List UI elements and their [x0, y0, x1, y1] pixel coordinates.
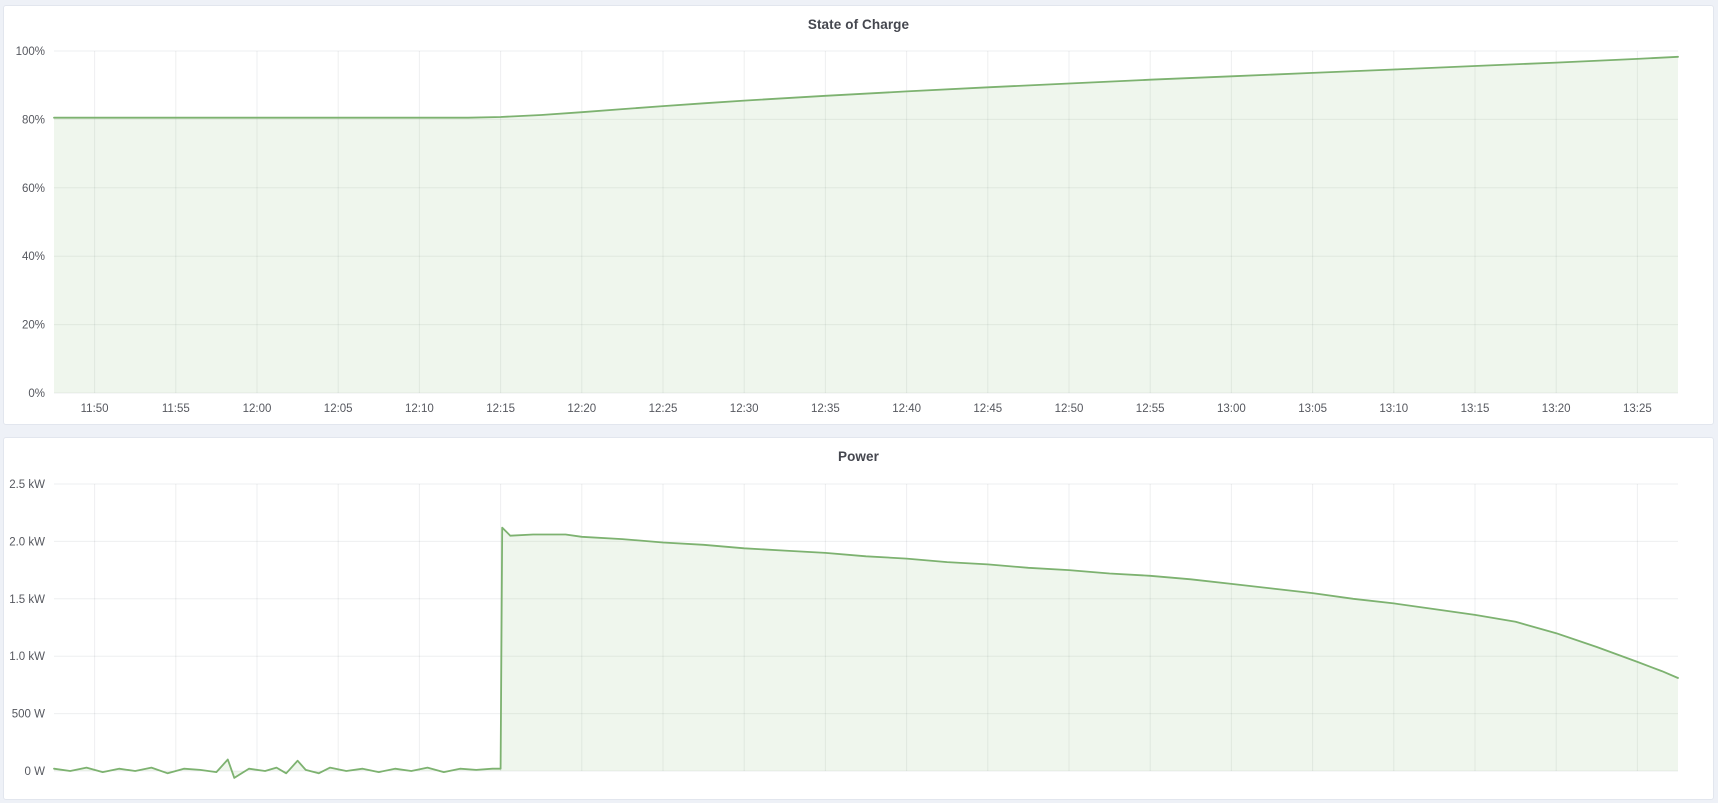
svg-text:12:40: 12:40: [892, 403, 921, 415]
panel-power: Power 0 W 500 W 1.0 kW 1.5 kW 2.0 kW 2.5 kW: [3, 437, 1714, 800]
svg-text:13:15: 13:15: [1461, 403, 1490, 415]
panel-state-of-charge: State of Charge 0% 20% 40% 60% 80% 100% 11:50 1…: [3, 5, 1714, 425]
svg-text:12:00: 12:00: [243, 403, 272, 415]
svg-text:40%: 40%: [22, 251, 45, 263]
svg-text:12:45: 12:45: [973, 403, 1002, 415]
svg-text:12:35: 12:35: [811, 403, 840, 415]
svg-text:100%: 100%: [16, 46, 45, 58]
svg-text:12:20: 12:20: [567, 403, 596, 415]
svg-text:13:00: 13:00: [1217, 403, 1246, 415]
svg-text:12:30: 12:30: [730, 403, 759, 415]
svg-text:12:50: 12:50: [1055, 403, 1084, 415]
power-chart[interactable]: 0 W 500 W 1.0 kW 1.5 kW 2.0 kW 2.5 kW: [4, 438, 1713, 799]
svg-text:11:55: 11:55: [162, 403, 190, 415]
svg-text:500 W: 500 W: [12, 709, 45, 721]
svg-text:0 W: 0 W: [25, 766, 46, 778]
state-of-charge-chart[interactable]: 0% 20% 40% 60% 80% 100% 11:50 11:55 12:00 12:05 12…: [4, 6, 1713, 424]
svg-text:2.5 kW: 2.5 kW: [9, 479, 45, 491]
svg-text:11:50: 11:50: [81, 403, 109, 415]
svg-text:1.0 kW: 1.0 kW: [9, 651, 45, 663]
svg-text:12:55: 12:55: [1136, 403, 1165, 415]
svg-text:0%: 0%: [28, 388, 45, 400]
panel-title-power: Power: [837, 449, 879, 464]
svg-text:1.5 kW: 1.5 kW: [9, 594, 45, 606]
svg-text:12:10: 12:10: [405, 403, 434, 415]
svg-text:13:20: 13:20: [1542, 403, 1571, 415]
svg-text:12:25: 12:25: [649, 403, 678, 415]
svg-text:2.0 kW: 2.0 kW: [9, 536, 45, 548]
svg-text:12:15: 12:15: [486, 403, 515, 415]
svg-text:80%: 80%: [22, 114, 45, 126]
svg-text:60%: 60%: [22, 183, 45, 195]
svg-text:13:25: 13:25: [1623, 403, 1652, 415]
svg-text:20%: 20%: [22, 320, 45, 332]
panel-title-state-of-charge: State of Charge: [807, 17, 910, 32]
svg-text:13:05: 13:05: [1298, 403, 1327, 415]
svg-text:13:10: 13:10: [1379, 403, 1408, 415]
svg-text:12:05: 12:05: [324, 403, 353, 415]
